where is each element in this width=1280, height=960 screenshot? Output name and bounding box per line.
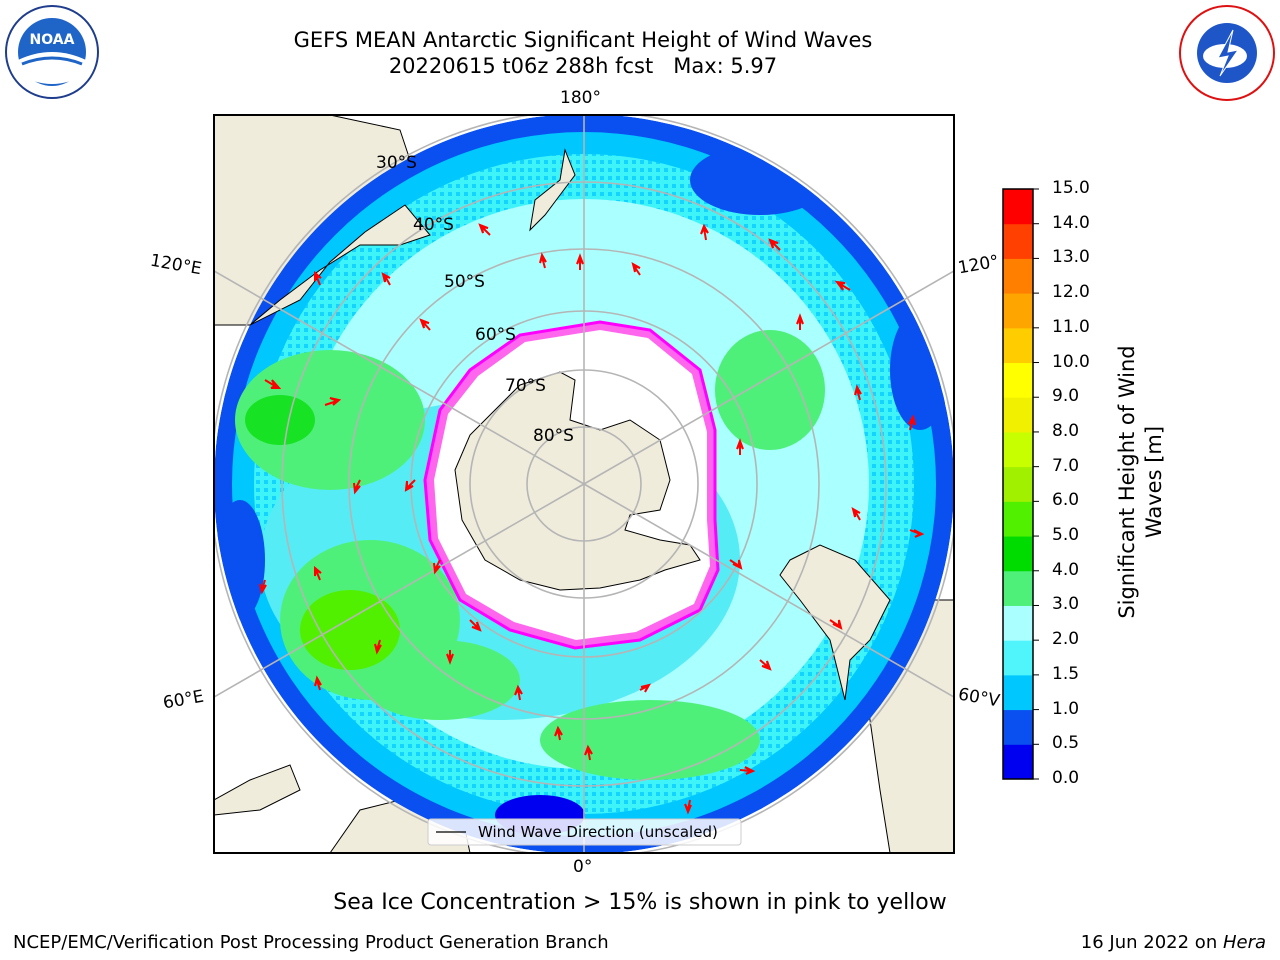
colorbar-tick-label: 0.0 [1052, 768, 1080, 788]
chart-subtitle: 20220615 t06z 288h fcst Max: 5.97 [388, 54, 778, 78]
map-frame [213, 114, 955, 854]
colorbar-segment [1003, 640, 1033, 676]
latitude-labels: 30°S 40°S 50°S 60°S 70°S 80°S [376, 153, 574, 446]
colorbar-tick-label: 9.0 [1052, 386, 1080, 407]
footer-machine: Hera [1222, 932, 1266, 953]
lon-label-0: 0° [573, 857, 593, 877]
colorbar-tick-label: 1.0 [1052, 698, 1080, 719]
colorbar-tick-label: 12.0 [1052, 282, 1090, 303]
colorbar-segment [1003, 709, 1033, 745]
colorbar-segment [1003, 397, 1033, 433]
colorbar-tick-label: 5.0 [1052, 525, 1080, 546]
lat-label: 60°S [475, 325, 516, 345]
sea-ice-note: Sea Ice Concentration > 15% is shown in … [333, 890, 947, 915]
colorbar-tick-label: 10.0 [1052, 351, 1090, 372]
colorbar-tick-label: 1.5 [1052, 663, 1080, 684]
colorbar-segment [1003, 674, 1033, 711]
colorbar-label: Significant Height of Wind Waves [m] [1114, 317, 1168, 647]
colorbar-tick-label: 3.0 [1052, 594, 1080, 615]
colorbar-segment [1003, 327, 1033, 364]
colorbar-segment [1003, 466, 1033, 502]
colorbar-tick-label: 2.0 [1052, 629, 1080, 650]
colorbar-segment [1003, 362, 1033, 398]
colorbar-tick-label: 14.0 [1052, 212, 1090, 233]
svg-text:NOAA: NOAA [30, 32, 75, 48]
colorbar-label-line2: Waves [m] [1142, 425, 1166, 539]
colorbar-frame [1002, 188, 1034, 780]
lat-label: 70°S [505, 376, 546, 396]
colorbar-tick-label: 8.0 [1052, 420, 1080, 441]
colorbar-segment [1003, 293, 1033, 329]
colorbar-tick-label: 6.0 [1052, 490, 1080, 511]
map-panel [214, 115, 954, 853]
lon-label-180: 180° [560, 88, 601, 108]
colorbar-segment [1003, 605, 1033, 641]
colorbar-tick-label: 7.0 [1052, 455, 1080, 476]
colorbar-segment [1003, 431, 1033, 468]
lat-label: 40°S [413, 215, 454, 235]
footer-date: 16 Jun 2022 on Hera [1081, 932, 1266, 953]
colorbar-segment [1003, 223, 1033, 259]
colorbar-tick-label: 11.0 [1052, 316, 1090, 337]
lat-label: 50°S [444, 272, 485, 292]
noaa-logo: NOAA [4, 4, 100, 100]
footer-credit: NCEP/EMC/Verification Post Processing Pr… [13, 932, 609, 953]
graticule [214, 115, 954, 853]
colorbar-tick-label: 4.0 [1052, 559, 1080, 580]
colorbar-segment [1003, 536, 1033, 572]
lat-label: 80°S [533, 426, 574, 446]
colorbar-segment [1003, 570, 1033, 606]
colorbar-segment [1003, 189, 1033, 225]
footer-date-text: 16 Jun 2022 on [1080, 932, 1223, 953]
lat-label: 30°S [376, 153, 417, 173]
colorbar [1002, 188, 1039, 780]
nws-logo [1178, 4, 1276, 102]
colorbar-label-line1: Significant Height of Wind [1115, 345, 1139, 619]
chart-title: GEFS MEAN Antarctic Significant Height o… [293, 28, 873, 52]
colorbar-tick-label: 0.5 [1052, 733, 1080, 754]
wind-wave-arrows [259, 223, 925, 815]
legend-label: Wind Wave Direction (unscaled) [478, 823, 718, 841]
colorbar-tick-label: 13.0 [1052, 247, 1090, 268]
colorbar-segment [1003, 258, 1033, 294]
colorbar-segment [1003, 501, 1033, 537]
colorbar-segment [1003, 744, 1033, 780]
legend: Wind Wave Direction (unscaled) [427, 818, 742, 846]
colorbar-tick-label: 15.0 [1052, 178, 1090, 198]
